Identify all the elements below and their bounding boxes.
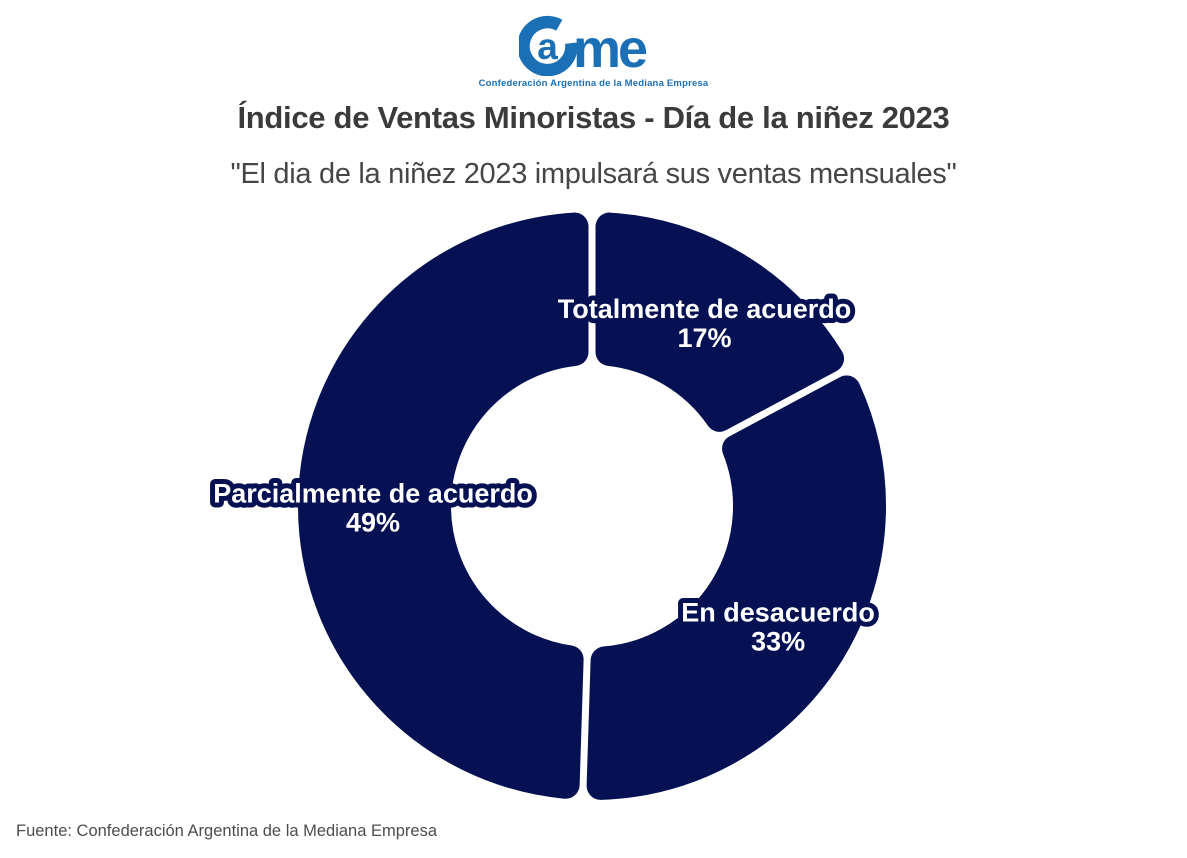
came-logo-tagline: Confederación Argentina de la Mediana Em… <box>478 78 709 89</box>
came-logo-a: a <box>537 26 558 67</box>
slice-value-label-1: 33% <box>751 626 805 656</box>
slice-category-label-2: Parcialmente de acuerdo <box>213 479 533 509</box>
slice-value-label-0: 17% <box>677 323 731 353</box>
donut-segment-0[interactable] <box>595 212 845 432</box>
page-subtitle: "El dia de la niñez 2023 impulsará sus v… <box>230 158 957 190</box>
came-c-ring <box>518 15 578 76</box>
donut-segment-2[interactable] <box>298 212 589 799</box>
slice-category-label-0: Totalmente de acuerdo <box>558 294 852 324</box>
source-note: Fuente: Confederación Argentina de la Me… <box>16 822 438 840</box>
donut-segment-1[interactable] <box>586 375 886 800</box>
came-logo: a me Confederación Argentina de la Media… <box>464 14 724 89</box>
slice-category-label-1: En desacuerdo <box>681 597 875 627</box>
came-logo-me: me <box>573 19 647 76</box>
page-title: Índice de Ventas Minoristas - Día de la … <box>237 100 950 135</box>
came-logo-mark: a me <box>518 15 650 76</box>
slice-value-label-2: 49% <box>346 508 400 538</box>
